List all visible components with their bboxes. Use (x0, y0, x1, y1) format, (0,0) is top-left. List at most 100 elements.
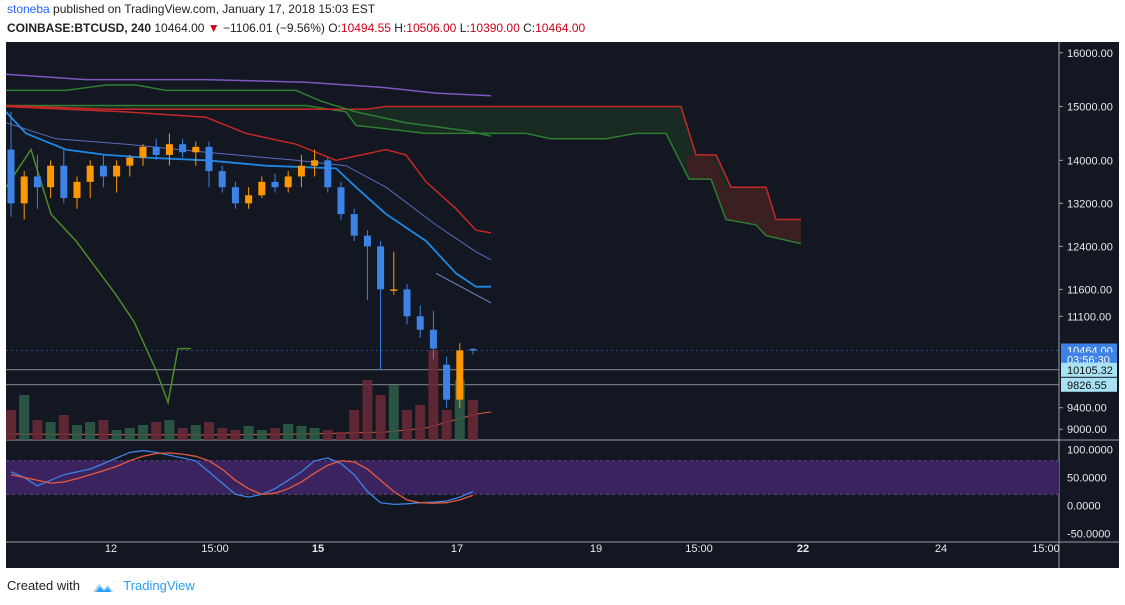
close-value: 10464.00 (535, 21, 586, 35)
ema-slow-line (6, 122, 492, 261)
volume-bar (177, 428, 188, 440)
publish-text: published on TradingView.com, January 17… (53, 2, 376, 16)
candle-body (139, 146, 147, 158)
volume-bar (72, 425, 82, 440)
volume-bar (388, 385, 399, 440)
candle-body (443, 364, 451, 400)
footer: Created with TradingView (7, 578, 195, 594)
osc-tick-label: -50.0000 (1067, 528, 1110, 540)
candle-body (377, 246, 385, 290)
volume-bar (454, 380, 465, 440)
down-arrow-icon: ▼ (207, 21, 220, 35)
volume-bar (6, 410, 16, 440)
time-tick-label: 12 (105, 543, 117, 555)
candle-body (60, 165, 68, 198)
chart-frame[interactable]: 16000.00 15000.00 14000.00 13200.00 12400.00… (6, 42, 1119, 568)
ichimoku-cloud-layer (6, 105, 801, 244)
high-label: H: (394, 21, 407, 35)
candle-body (152, 146, 160, 155)
stoch-series-line (10, 450, 474, 506)
created-with-label: Created with (7, 578, 80, 593)
candle-body (337, 187, 345, 215)
volume-bar (32, 420, 43, 440)
open-value: 10494.55 (340, 21, 391, 35)
low-label: L: (459, 21, 470, 35)
price-tick-label: 13200.00 (1067, 198, 1113, 210)
candle-body (126, 157, 134, 166)
price-tick-label: 11100.00 (1067, 311, 1111, 323)
volume-bar (217, 428, 228, 440)
candle-body (363, 235, 371, 247)
ichimoku-cloud (6, 105, 801, 244)
candle-body (429, 329, 437, 349)
price-tick-label: 16000.00 (1067, 48, 1113, 60)
volume-bar (322, 430, 333, 440)
ohlc-line: COINBASE:BTCUSD, 240 10464.00 ▼ −1106.01… (7, 21, 585, 35)
volume-bar (243, 426, 254, 440)
candle-body (416, 316, 424, 330)
candle-body (231, 187, 239, 204)
kijun-line (6, 84, 492, 137)
tradingview-brand-link[interactable]: TradingView (123, 578, 195, 593)
stoch-series-line (10, 452, 474, 504)
volume-bar (164, 420, 175, 440)
volume-bar (45, 422, 56, 440)
oscillator-layer (6, 450, 1059, 506)
price-level-label: 9826.55 (1067, 380, 1107, 392)
last-price: 10464.00 (154, 21, 205, 35)
volume-bar (296, 426, 307, 440)
volume-bar (402, 410, 412, 440)
candle-body (350, 214, 358, 236)
volume-bar (349, 410, 360, 440)
time-tick-label: 17 (451, 543, 463, 555)
time-tick-label: 15:00 (201, 543, 229, 555)
candle-body (165, 144, 173, 155)
candles-layer (7, 111, 477, 408)
candle-body (179, 144, 187, 153)
volume-bar (336, 432, 346, 440)
volume-bar (111, 430, 122, 440)
candle-body (33, 176, 41, 188)
candle-body (469, 348, 477, 351)
volume-bar (428, 350, 439, 440)
chart-svg[interactable]: 16000.00 15000.00 14000.00 13200.00 12400.00… (6, 42, 1119, 568)
publish-line: stoneba published on TradingView.com, Ja… (7, 2, 375, 16)
osc-tick-label: 0.0000 (1067, 500, 1101, 512)
volume-bar (138, 425, 148, 440)
ichimoku-span-b (6, 104, 801, 221)
price-tick-label: 9400.00 (1067, 403, 1107, 415)
candle-body (297, 165, 305, 177)
ma-200-line (6, 73, 492, 97)
high-value: 10506.00 (406, 21, 457, 35)
volume-bar (190, 425, 201, 440)
ema-slow-line-2 (435, 272, 492, 304)
volume-bar (375, 395, 386, 440)
candle-body (311, 160, 319, 166)
candle-body (99, 165, 107, 177)
volume-bar (58, 415, 69, 440)
price-tick-label: 15000.00 (1067, 102, 1113, 114)
candle-body (205, 146, 213, 172)
candle-body (456, 350, 464, 400)
volume-bar (270, 428, 280, 440)
volume-bar (309, 428, 320, 440)
candle-body (73, 181, 81, 198)
price-level-label-box (1061, 362, 1117, 377)
stoch-band (6, 460, 1059, 495)
candle-body (218, 171, 226, 188)
low-value: 10390.00 (469, 21, 520, 35)
price-change: −1106.01 (−9.56%) (223, 21, 325, 35)
author-link[interactable]: stoneba (7, 2, 50, 16)
candle-body (403, 289, 411, 317)
candle-body (192, 146, 200, 153)
volume-bar (85, 422, 96, 440)
candle-body (324, 160, 332, 188)
time-tick-label: 15:00 (685, 543, 713, 555)
price-tick-label: 14000.00 (1067, 155, 1113, 167)
candle-body (271, 181, 279, 188)
volume-bar (362, 380, 373, 440)
time-tick-label: 22 (797, 543, 809, 555)
time-tick-label: 15 (312, 543, 324, 555)
candle-body (390, 289, 398, 291)
volume-bar (98, 420, 109, 440)
